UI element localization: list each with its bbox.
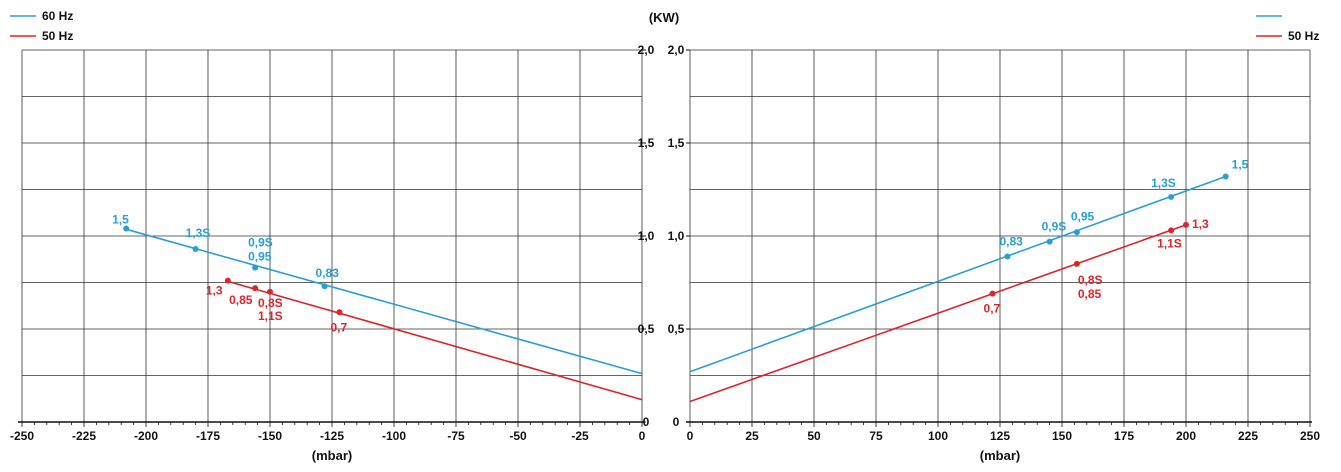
- left-point-label: 0,83: [316, 266, 340, 280]
- legend-left-label: 60 Hz: [42, 9, 73, 23]
- right-x-tick-label: 100: [928, 429, 948, 443]
- right-y-tick-label: 1,0: [668, 229, 685, 243]
- legend-left-label: 50 Hz: [42, 29, 73, 43]
- left-y-tick-label: 1,5: [638, 136, 655, 150]
- right-x-tick-label: 175: [1114, 429, 1134, 443]
- left-x-tick-label: -150: [258, 429, 282, 443]
- left-y-tick-label: 0,5: [638, 322, 655, 336]
- right-series-line-0: [689, 175, 1226, 373]
- right-point-label: 1,3S: [1151, 176, 1176, 190]
- right-x-tick-label: 0: [687, 429, 694, 443]
- left-point-label: 1,3S: [186, 226, 211, 240]
- left-data-point: [192, 246, 199, 253]
- left-point-label: 1,1S: [258, 309, 283, 323]
- left-chart: -250 -225 -200 -175 -150 -125 -100 -75 -50 -25 000…: [10, 43, 655, 463]
- left-point-label: 0,95: [248, 250, 272, 264]
- left-point-label: 1,3: [206, 284, 223, 298]
- right-x-tick-label: 25: [745, 429, 759, 443]
- left-point-label: 0,85: [229, 293, 253, 307]
- left-data-point: [267, 288, 273, 295]
- right-point-label: 1,3: [1192, 217, 1209, 231]
- right-point-label: 0,8S: [1078, 273, 1103, 287]
- left-y-tick-label: 2,0: [638, 43, 655, 57]
- right-x-tick-label: 200: [1176, 429, 1196, 443]
- right-data-point: [1046, 238, 1053, 245]
- left-x-tick-label: -100: [382, 429, 406, 443]
- right-y-tick-label: 2,0: [668, 43, 685, 57]
- left-y-tick-label: 1,0: [638, 229, 655, 243]
- left-point-label: 0,8S: [258, 296, 283, 310]
- right-data-point: [1073, 229, 1080, 236]
- right-data-point: [1183, 221, 1189, 228]
- right-x-tick-label: 50: [807, 429, 821, 443]
- right-series-line-1: [689, 224, 1187, 403]
- right-point-label: 0,9S: [1042, 220, 1067, 234]
- left-y-tick-label: 0: [643, 415, 650, 429]
- left-data-point: [336, 309, 343, 316]
- right-x-tick-label: 125: [990, 429, 1010, 443]
- left-data-point: [252, 264, 259, 271]
- right-data-point: [1222, 173, 1229, 180]
- legend-right-label: 50 Hz: [1288, 29, 1319, 43]
- left-x-tick-label: -125: [320, 429, 344, 443]
- legend-left: 60 Hz 50 Hz: [10, 9, 73, 43]
- right-data-point: [1073, 260, 1080, 267]
- left-series-line-1: [225, 279, 643, 401]
- left-x-tick-label: -225: [72, 429, 96, 443]
- left-x-tick-label: -200: [134, 429, 158, 443]
- right-point-label: 0,7: [984, 302, 1001, 316]
- left-data-point: [123, 225, 130, 232]
- right-point-label: 1,1S: [1157, 236, 1182, 250]
- left-x-tick-label: -25: [571, 429, 589, 443]
- left-point-label: 0,7: [330, 320, 347, 334]
- right-data-point: [989, 290, 996, 297]
- right-point-label: 0,85: [1078, 287, 1102, 301]
- right-point-label: 1,5: [1232, 157, 1249, 171]
- right-data-point: [1168, 193, 1175, 200]
- left-x-tick-label: -175: [196, 429, 220, 443]
- right-data-point: [1168, 227, 1175, 234]
- left-x-tick-label: -75: [447, 429, 465, 443]
- right-data-point: [1004, 253, 1011, 260]
- left-point-label: 0,9S: [248, 236, 273, 250]
- legend-right: 50 Hz: [1256, 15, 1319, 43]
- right-point-label: 0,83: [999, 234, 1023, 248]
- left-data-point: [224, 277, 231, 284]
- right-x-tick-label: 75: [869, 429, 883, 443]
- right-x-axis-label: (mbar): [980, 448, 1020, 463]
- left-x-tick-label: -50: [509, 429, 527, 443]
- left-point-label: 1,5: [112, 213, 129, 227]
- right-y-tick-label: 0: [673, 415, 680, 429]
- left-data-point: [321, 283, 328, 290]
- right-y-tick-label: 1,5: [668, 136, 685, 150]
- right-y-tick-label: 0,5: [668, 322, 685, 336]
- right-point-label: 0,95: [1071, 209, 1095, 223]
- left-x-tick-label: 0: [639, 429, 646, 443]
- right-x-tick-label: 150: [1052, 429, 1072, 443]
- left-series-line-0: [123, 227, 643, 375]
- right-x-tick-label: 250: [1300, 429, 1320, 443]
- y-unit-label: (KW): [649, 10, 679, 25]
- left-data-point: [252, 285, 259, 292]
- right-x-tick-label: 225: [1238, 429, 1258, 443]
- right-chart: 0 25 50 75 100 125 150 175 200 225 250 0 0,5 1,0 1,5 2,…: [668, 43, 1321, 463]
- left-x-axis-label: (mbar): [312, 448, 352, 463]
- left-x-tick-label: -250: [10, 429, 34, 443]
